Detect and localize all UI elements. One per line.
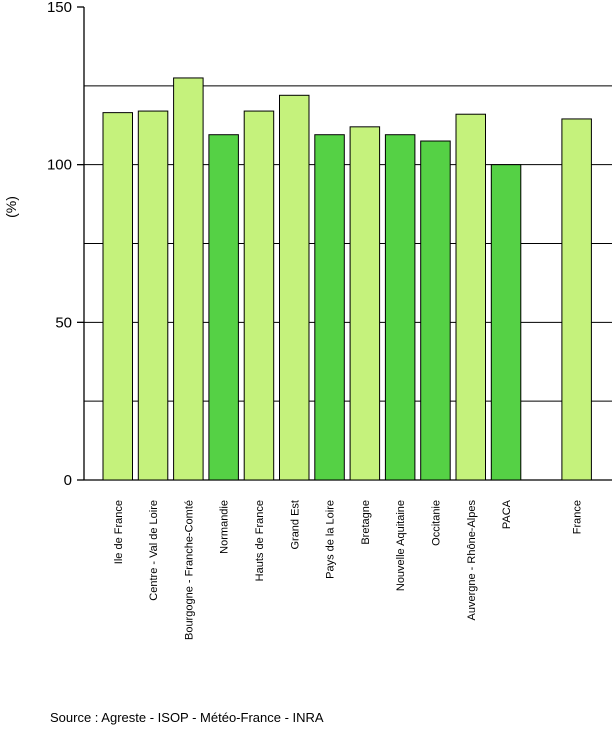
category-label: Bretagne [360, 500, 372, 545]
bar [455, 113, 486, 481]
y-tick-label: 100 [47, 157, 72, 174]
category-label: Hauts de France [254, 500, 266, 581]
source-note: Source : Agreste - ISOP - Météo-France -… [50, 710, 324, 725]
bar-chart: 0 50 100 150 Ile de France Centre - Val de L… [3, 0, 612, 640]
category-label: France [572, 500, 584, 534]
category-label: Auvergne - Rhône-Alpes [466, 500, 478, 621]
category-label: Grand Est [289, 500, 301, 550]
bar [420, 140, 451, 481]
category-labels: Ile de France Centre - Val de Loire Bourgo… [113, 499, 584, 640]
category-label: Normandie [219, 500, 231, 554]
y-axis-label: (%) [3, 196, 19, 218]
category-label: Occitanie [430, 500, 442, 546]
bar [384, 134, 416, 481]
y-tick-label: 50 [55, 314, 72, 331]
bar [208, 134, 239, 481]
y-axis-ticks: 0 50 100 150 [47, 0, 84, 489]
bar [279, 94, 310, 481]
category-label: Ile de France [113, 500, 125, 564]
category-label: Pays de la Loire [325, 500, 337, 579]
gridlines [84, 85, 612, 481]
bars [102, 77, 592, 481]
y-tick-label: 0 [64, 472, 72, 489]
bar [243, 110, 275, 481]
category-label: PACA [501, 499, 513, 529]
category-label: Bourgogne - Franche-Comté [183, 500, 195, 640]
bar [173, 77, 204, 481]
bar [102, 112, 133, 481]
bar [561, 118, 592, 481]
category-label: Nouvelle Aquitaine [395, 500, 407, 591]
bar [137, 110, 169, 481]
bar [314, 134, 345, 481]
bar [490, 164, 522, 481]
bar [349, 126, 381, 481]
y-tick-label: 150 [47, 0, 72, 16]
category-label: Centre - Val de Loire [148, 500, 160, 601]
